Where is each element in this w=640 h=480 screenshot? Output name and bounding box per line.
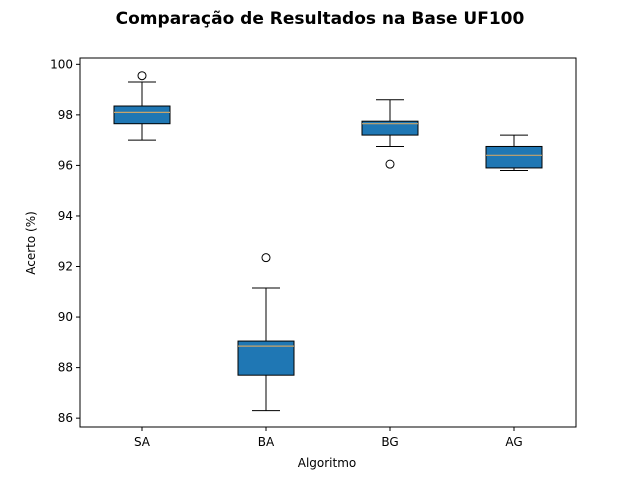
box-BA xyxy=(237,340,295,376)
outlier-point xyxy=(137,71,147,81)
y-tick-label: 90 xyxy=(58,310,73,324)
x-tick-label: BA xyxy=(258,435,275,449)
y-tick-label: 100 xyxy=(50,57,73,71)
y-tick-label: 86 xyxy=(58,411,73,425)
chart-title: Comparação de Resultados na Base UF100 xyxy=(116,9,525,29)
y-tick-label: 96 xyxy=(58,158,73,172)
box-BG xyxy=(361,120,419,136)
axes-frame xyxy=(79,57,577,428)
box-AG xyxy=(485,145,543,169)
x-tick-label: AG xyxy=(505,435,522,449)
y-tick-label: 88 xyxy=(58,361,73,375)
plot-area: 86 88 90 92 94 96 98 100 SA BA BG AG xyxy=(50,57,577,449)
y-axis-label: Acerto (%) xyxy=(24,211,38,275)
y-tick-label: 98 xyxy=(58,108,73,122)
x-tick-label: SA xyxy=(134,435,151,449)
y-tick-label: 94 xyxy=(58,209,73,223)
x-tick-label: BG xyxy=(381,435,398,449)
x-axis-label: Algoritmo xyxy=(298,456,357,470)
outlier-point xyxy=(261,253,271,263)
y-tick-label: 92 xyxy=(58,260,73,274)
box-SA xyxy=(113,105,171,125)
outlier-point xyxy=(385,159,395,169)
